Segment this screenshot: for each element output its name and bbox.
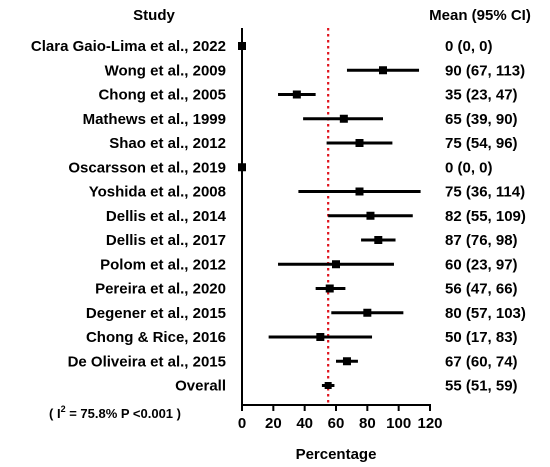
study-row: Wong et al., 2009 90 (67, 113) <box>105 62 526 79</box>
x-tick-label: 0 <box>238 415 246 432</box>
mean-ci-value: 0 (0, 0) <box>445 38 493 55</box>
study-column-header: Study <box>133 7 175 24</box>
study-label: Chong & Rice, 2016 <box>86 329 226 346</box>
study-label: De Oliveira et al., 2015 <box>68 353 226 370</box>
mean-ci-value: 75 (36, 114) <box>445 184 525 201</box>
mean-ci-value: 80 (57, 103) <box>445 305 526 322</box>
overall-row: Overall 55 (51, 59) <box>175 378 517 395</box>
x-tick-label: 20 <box>265 415 282 432</box>
study-row: Oscarsson et al., 2019 0 (0, 0) <box>68 159 492 176</box>
axes-group: 0 20 40 60 80 100 120 <box>238 28 443 432</box>
study-label: Yoshida et al., 2008 <box>89 184 226 201</box>
heterogeneity-statistic: ( I2 = 75.8% P <0.001 ) <box>49 404 181 421</box>
mean-ci-value: 60 (23, 97) <box>445 256 518 273</box>
point-estimate-marker <box>379 66 387 75</box>
study-label: Dellis et al., 2017 <box>106 232 226 249</box>
x-tick-label: 60 <box>328 415 345 432</box>
study-label: Polom et al., 2012 <box>100 256 226 273</box>
mean-ci-column-header: Mean (95% CI) <box>429 7 531 24</box>
study-row: Chong et al., 2005 35 (23, 47) <box>98 87 517 104</box>
point-estimate-marker <box>332 260 340 269</box>
x-axis-label: Percentage <box>296 446 377 463</box>
study-row: Yoshida et al., 2008 75 (36, 114) <box>89 184 525 201</box>
study-row: Polom et al., 2012 60 (23, 97) <box>100 256 517 273</box>
study-rows: Clara Gaio-Lima et al., 2022 0 (0, 0) Wong… <box>31 38 526 395</box>
study-label: Dellis et al., 2014 <box>106 208 227 225</box>
study-row: Degener et al., 2015 80 (57, 103) <box>86 305 526 322</box>
x-tick-label: 40 <box>296 415 313 432</box>
study-label: Pereira et al., 2020 <box>95 281 226 298</box>
point-estimate-marker <box>363 308 372 317</box>
study-row: Pereira et al., 2020 56 (47, 66) <box>95 281 517 298</box>
study-row: Clara Gaio-Lima et al., 2022 0 (0, 0) <box>31 38 493 55</box>
point-estimate-marker <box>374 236 383 244</box>
study-label: Clara Gaio-Lima et al., 2022 <box>31 38 226 55</box>
x-tick-label: 80 <box>359 415 376 432</box>
study-row: Chong & Rice, 2016 50 (17, 83) <box>86 329 518 346</box>
point-estimate-marker <box>342 357 351 366</box>
point-estimate-marker <box>355 139 364 147</box>
point-estimate-marker <box>238 163 246 172</box>
mean-ci-value: 0 (0, 0) <box>445 159 493 176</box>
study-label: Wong et al., 2009 <box>105 62 226 79</box>
point-estimate-marker <box>238 42 246 50</box>
mean-ci-value: 56 (47, 66) <box>445 281 518 298</box>
mean-ci-value: 55 (51, 59) <box>445 378 518 395</box>
study-label: Degener et al., 2015 <box>86 305 226 322</box>
mean-ci-value: 65 (39, 90) <box>445 111 518 128</box>
point-estimate-marker <box>339 114 348 123</box>
mean-ci-value: 50 (17, 83) <box>445 329 518 346</box>
x-tick-label: 100 <box>386 415 411 432</box>
study-label: Mathews et al., 1999 <box>83 111 226 128</box>
x-tick-label: 120 <box>417 415 442 432</box>
study-label: Oscarsson et al., 2019 <box>68 159 226 176</box>
point-estimate-marker <box>355 187 364 196</box>
mean-ci-value: 75 (54, 96) <box>445 135 518 152</box>
mean-ci-value: 90 (67, 113) <box>445 62 525 79</box>
mean-ci-value: 87 (76, 98) <box>445 232 518 249</box>
study-label: Chong et al., 2005 <box>98 87 226 104</box>
study-row: De Oliveira et al., 2015 67 (60, 74) <box>68 353 518 370</box>
point-estimate-marker <box>316 333 325 341</box>
mean-ci-value: 82 (55, 109) <box>445 208 526 225</box>
study-row: Shao et al., 2012 75 (54, 96) <box>109 135 517 152</box>
overall-estimate-marker <box>324 382 332 389</box>
mean-ci-value: 35 (23, 47) <box>445 87 518 104</box>
point-estimate-marker <box>366 211 375 220</box>
study-label: Shao et al., 2012 <box>109 135 226 152</box>
study-row: Dellis et al., 2014 82 (55, 109) <box>106 208 526 225</box>
point-estimate-marker <box>325 284 334 293</box>
point-estimate-marker <box>292 90 301 99</box>
mean-ci-value: 67 (60, 74) <box>445 353 518 370</box>
study-row: Mathews et al., 1999 65 (39, 90) <box>83 111 518 128</box>
overall-label: Overall <box>175 378 226 395</box>
study-row: Dellis et al., 2017 87 (76, 98) <box>106 232 518 249</box>
